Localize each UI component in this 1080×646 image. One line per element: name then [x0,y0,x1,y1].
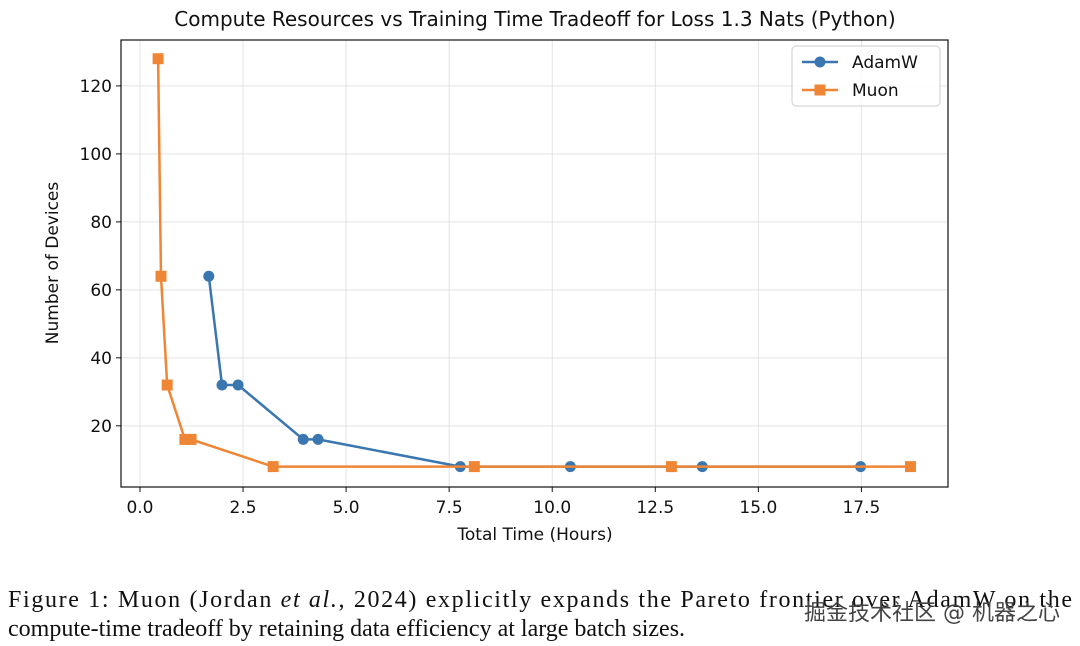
marker [468,461,480,473]
caption-italic: et al. [281,587,337,613]
x-tick-label: 12.5 [636,498,674,518]
legend-label: Muon [852,81,899,101]
chart-title: Compute Resources vs Training Time Trade… [174,7,895,31]
marker [179,433,191,445]
caption-text: , 2024) explicitly expands the Pareto fr… [339,587,1072,613]
marker [267,461,279,473]
marker [161,379,173,391]
x-axis-label: Total Time (Hours) [456,525,612,545]
x-tick-label: 10.0 [533,498,571,518]
marker [155,270,167,282]
marker [814,84,826,96]
marker [185,433,197,445]
x-tick-label: 5.0 [333,498,360,518]
marker [297,433,309,445]
y-tick-label: 100 [80,145,112,165]
marker [312,433,324,445]
marker [814,56,826,68]
marker [152,53,164,65]
marker [216,379,228,391]
caption-text: Figure 1: Muon (Jordan [8,587,279,613]
caption-line: compute-time tradeoff by retaining data … [8,616,685,642]
series-line [156,58,911,468]
plot-frame [120,39,949,488]
marker [665,461,677,473]
x-tick-label: 7.5 [436,498,463,518]
y-tick-label: 20 [90,417,112,437]
y-axis-label: Number of Devices [43,182,63,345]
marker [232,379,244,391]
x-tick-label: 15.0 [739,498,777,518]
y-tick-label: 120 [80,77,112,97]
y-tick-label: 80 [90,213,112,233]
y-tick-label: 60 [90,281,112,301]
marker [203,270,215,282]
x-tick-label: 2.5 [230,498,257,518]
legend-label: AdamW [852,53,918,73]
watermark: 掘金技术社区 @ 机器之心 [804,601,1060,626]
y-tick-label: 40 [90,349,112,369]
x-tick-label: 0.0 [126,498,153,518]
marker [904,461,916,473]
caption-line: Figure 1: Muon (Jordan et al., 2024) exp… [8,587,1072,613]
x-tick-label: 17.5 [842,498,880,518]
